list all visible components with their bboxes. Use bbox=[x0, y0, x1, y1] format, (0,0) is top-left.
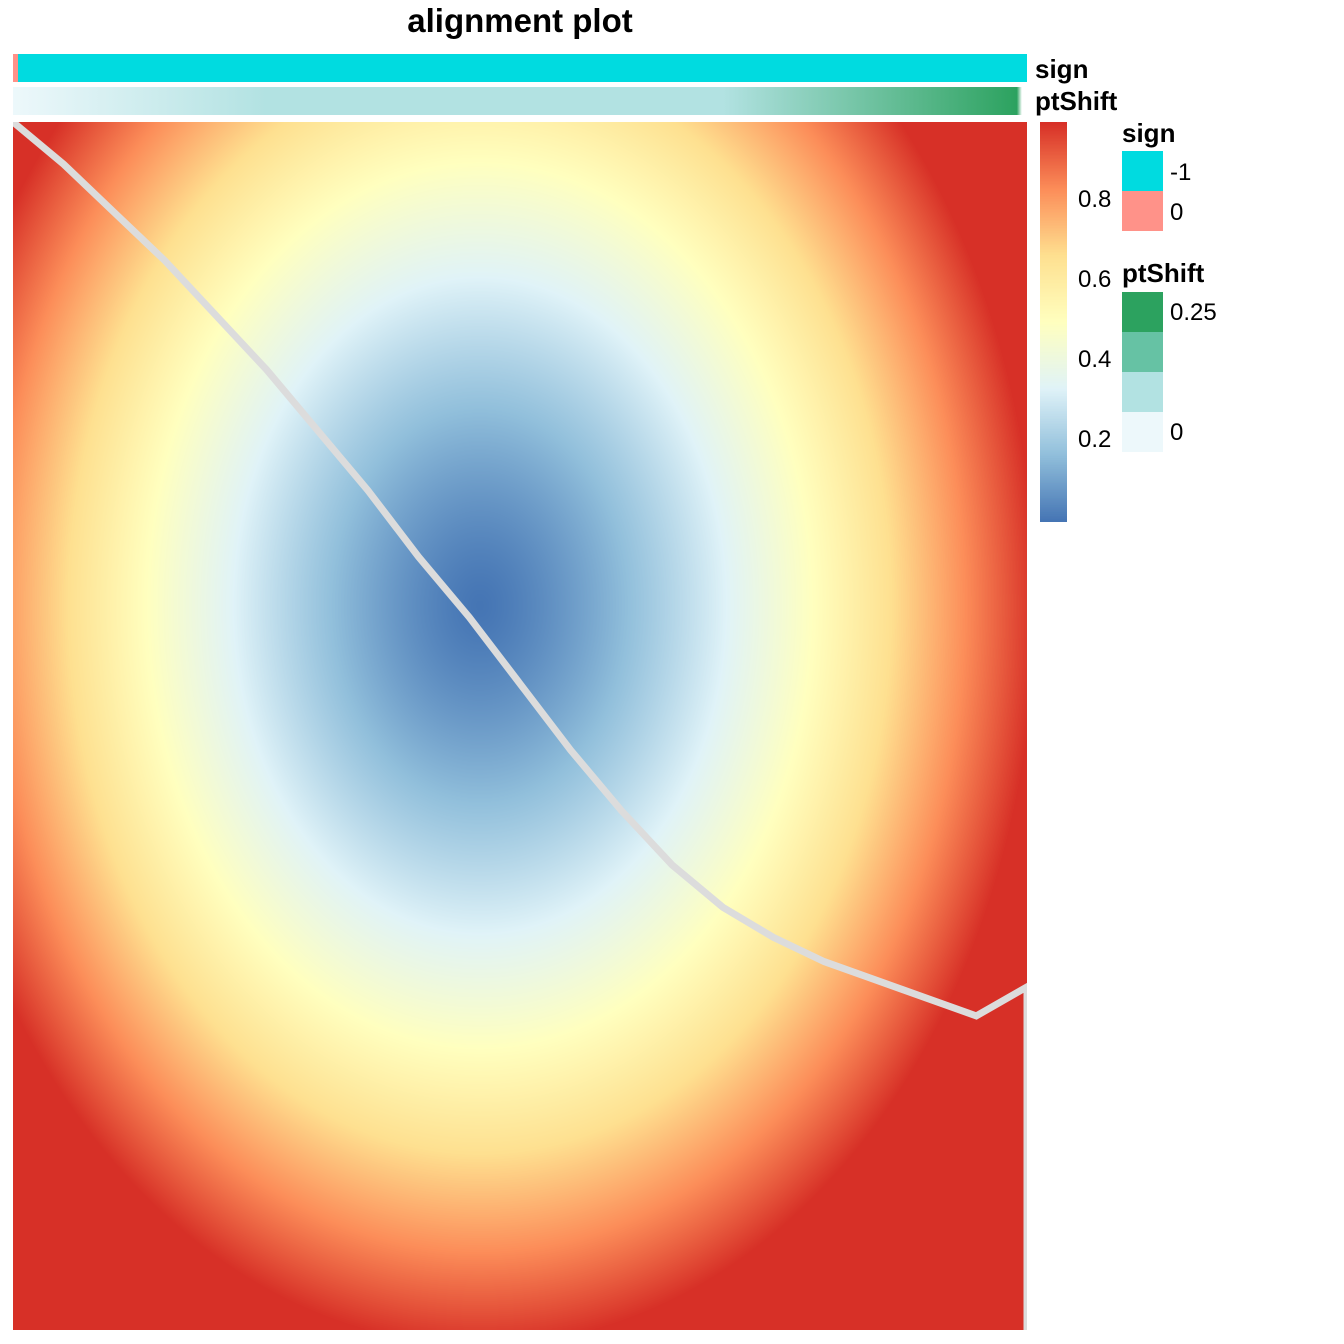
sign-legend-label: 0 bbox=[1170, 199, 1184, 226]
sign-legend-swatch bbox=[1122, 151, 1163, 191]
colorbar-tick: 0.4 bbox=[1078, 346, 1112, 373]
alignment-path-layer bbox=[13, 122, 1027, 1330]
alignment-path bbox=[13, 122, 1027, 1330]
colorbar-tick: 0.6 bbox=[1078, 266, 1112, 293]
ptshift-legend-swatch bbox=[1122, 332, 1163, 372]
ptshift-legend-swatch bbox=[1122, 292, 1163, 332]
sign-legend-swatch bbox=[1122, 191, 1163, 231]
sign-legend-title: sign bbox=[1122, 118, 1176, 148]
chart-title: alignment plot bbox=[407, 2, 633, 39]
sign-annotation-label: sign bbox=[1035, 54, 1089, 84]
ptshift-legend-title: ptShift bbox=[1122, 258, 1205, 288]
heatmap-colorbar bbox=[1040, 122, 1067, 522]
ptshift-legend-swatch bbox=[1122, 372, 1163, 412]
ptshift-annotation-label: ptShift bbox=[1035, 86, 1118, 116]
colorbar-tick: 0.8 bbox=[1078, 186, 1112, 213]
ptshift-legend-swatch bbox=[1122, 412, 1163, 452]
sign-annotation-bar bbox=[13, 54, 1027, 82]
ptshift-legend-label: 0.25 bbox=[1170, 299, 1217, 326]
sign-legend-label: -1 bbox=[1170, 159, 1192, 186]
ptshift-annotation-bar bbox=[13, 87, 1027, 115]
ptshift-legend-label: 0 bbox=[1170, 419, 1184, 446]
alignment-heatmap bbox=[13, 122, 1027, 1330]
colorbar-tick: 0.2 bbox=[1078, 426, 1112, 453]
